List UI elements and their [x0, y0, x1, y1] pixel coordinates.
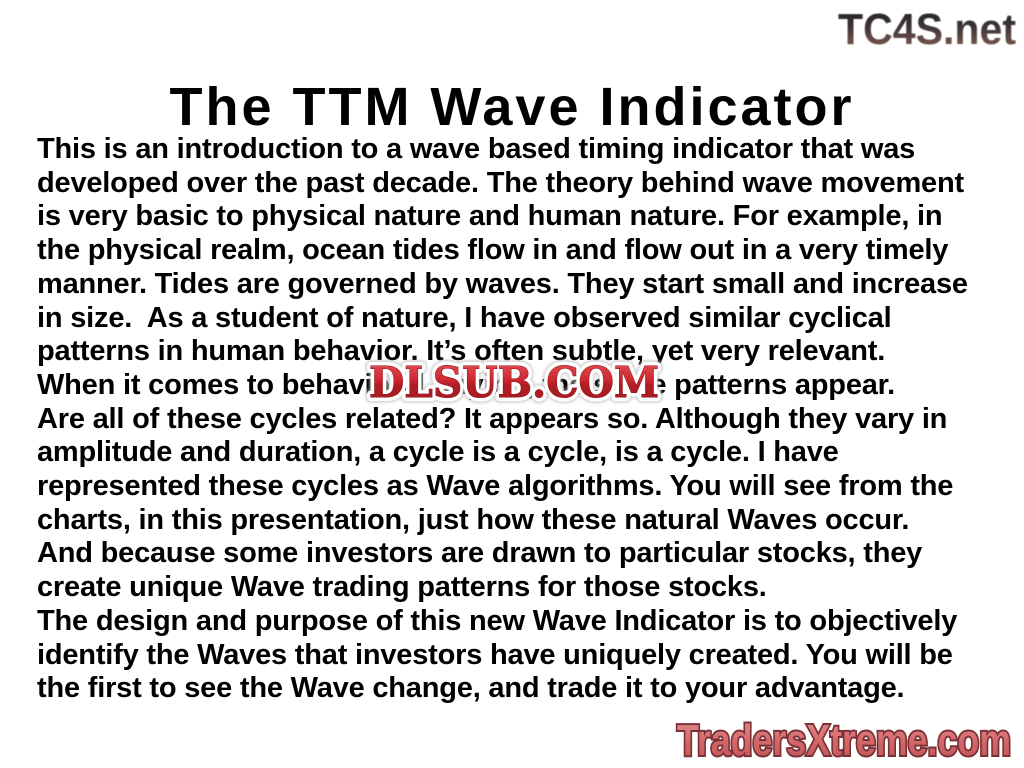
dlsub-watermark-outline: DLSUB.COM [369, 358, 659, 407]
dlsub-watermark: DLSUB.COM DLSUB.COM DLSUB.COM [363, 352, 665, 410]
tradersxtreme-watermark-glow: TradersXtreme.com [677, 716, 1011, 765]
page-title: The TTM Wave Indicator [169, 77, 855, 138]
tradersxtreme-watermark-text: TradersXtreme.com [677, 716, 1011, 765]
tradersxtreme-watermark: TradersXtreme.com TradersXtreme.com [673, 712, 1016, 766]
tc4s-watermark-text: TC4S.net [838, 5, 1016, 54]
body-text: This is an introduction to a wave based … [37, 133, 968, 705]
tc4s-watermark: TC4S.net [838, 5, 1016, 54]
dlsub-watermark-text: DLSUB.COM [369, 358, 659, 407]
dlsub-watermark-halo: DLSUB.COM [369, 358, 659, 407]
